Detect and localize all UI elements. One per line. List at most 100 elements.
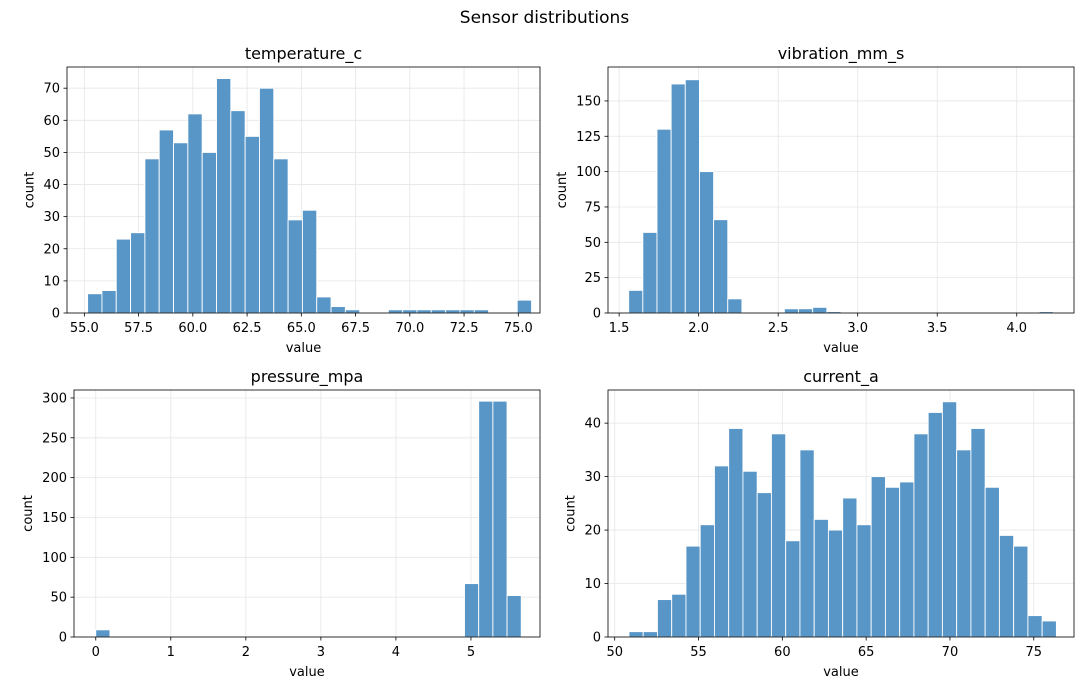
histogram-bar xyxy=(728,428,744,638)
histogram-bar xyxy=(642,231,658,314)
axes-frame xyxy=(73,389,541,638)
histogram-bar xyxy=(95,629,111,638)
y-tick-label: 10 xyxy=(43,274,60,289)
x-tick-label: 3 xyxy=(317,645,325,660)
y-tick-label: 200 xyxy=(42,471,67,486)
y-tick-label: 250 xyxy=(42,431,67,446)
x-tick-label: 60.0 xyxy=(178,321,207,336)
histogram-bar xyxy=(685,545,701,638)
histogram-bar xyxy=(158,129,174,314)
histogram-bar xyxy=(287,219,303,314)
histogram-bar xyxy=(244,135,260,314)
histogram-bar xyxy=(884,486,901,638)
histogram-bar xyxy=(101,290,117,314)
x-tick-label: 1.5 xyxy=(609,321,630,336)
histogram-bar xyxy=(416,309,432,314)
histogram-bars xyxy=(628,401,1057,638)
x-tick-label: 2.5 xyxy=(768,321,789,336)
histogram-bar xyxy=(813,518,829,638)
y-tick-label: 300 xyxy=(42,391,67,406)
x-tick-label: 62.5 xyxy=(233,321,262,336)
histogram-temperature: 55.0 57.5 60.0 62.5 65.0 67.5 70.0 72.5 75.0 0 10 2… xyxy=(22,44,541,356)
x-axis-label: value xyxy=(823,341,859,356)
y-axis-label: count xyxy=(563,495,578,532)
x-tick-label: 4 xyxy=(392,645,400,660)
histogram-bars xyxy=(87,78,532,314)
histogram-bar xyxy=(984,486,1000,638)
histogram-bar xyxy=(812,306,828,314)
histogram-bar xyxy=(459,309,475,314)
histogram-bar xyxy=(516,299,532,314)
histogram-bar xyxy=(899,481,915,638)
histogram-bar xyxy=(913,433,929,638)
x-tick-label: 55.0 xyxy=(70,321,99,336)
histogram-bar xyxy=(785,540,801,638)
x-tick-label: 5 xyxy=(467,645,475,660)
y-tick-label: 60 xyxy=(43,114,60,129)
y-tick-label: 50 xyxy=(584,236,601,251)
axes-frame xyxy=(607,389,1075,638)
axes-frame xyxy=(66,66,541,314)
y-tick-label: 0 xyxy=(593,307,601,322)
y-tick-label: 0 xyxy=(59,631,67,646)
histogram-bar xyxy=(742,470,758,638)
histogram-bar xyxy=(402,309,418,314)
histogram-bar xyxy=(856,524,872,638)
histogram-bar xyxy=(144,158,160,314)
panel-title: vibration_mm_s xyxy=(778,44,905,64)
histogram-bar xyxy=(798,308,814,314)
y-tick-label: 70 xyxy=(43,82,60,97)
y-tick-label: 40 xyxy=(43,178,60,193)
histogram-bar xyxy=(344,309,361,314)
histogram-bar xyxy=(699,171,715,314)
histogram-bar xyxy=(727,298,743,314)
histogram-vibration: 1.5 2.0 2.5 3.0 3.5 4.0 0 25 50 75 100 125 150 vibrat… xyxy=(555,44,1075,356)
histogram-bar xyxy=(670,83,686,314)
panel-title: current_a xyxy=(803,367,879,387)
histogram-bar xyxy=(316,296,332,314)
x-tick-label: 70.0 xyxy=(395,321,424,336)
histogram-bar xyxy=(230,110,246,314)
histogram-bar xyxy=(770,433,787,638)
histogram-bar xyxy=(187,113,203,314)
histogram-bar xyxy=(656,128,672,314)
histogram-bar xyxy=(115,238,132,314)
y-tick-label: 150 xyxy=(576,94,601,109)
histogram-bar xyxy=(464,583,480,638)
histogram-bar xyxy=(998,534,1015,638)
grid-lines xyxy=(74,390,540,638)
histogram-bar xyxy=(927,412,943,638)
histogram-bar xyxy=(783,308,799,314)
histogram-bar xyxy=(956,449,972,638)
x-axis-label: value xyxy=(823,665,859,680)
x-tick-label: 72.5 xyxy=(450,321,479,336)
y-tick-label: 100 xyxy=(42,551,67,566)
histogram-bar xyxy=(684,79,700,314)
histogram-bar xyxy=(273,158,289,314)
histogram-bar xyxy=(259,87,275,314)
y-tick-label: 20 xyxy=(43,242,60,257)
histogram-bar xyxy=(1013,545,1029,638)
y-tick-label: 30 xyxy=(584,470,601,485)
histogram-bar xyxy=(1027,615,1043,638)
y-tick-label: 75 xyxy=(584,200,601,215)
histogram-bar xyxy=(478,400,494,638)
y-tick-label: 50 xyxy=(50,591,67,606)
histogram-bar xyxy=(387,309,404,314)
histogram-bar xyxy=(445,309,461,314)
histogram-bar xyxy=(330,306,346,314)
histogram-pressure: 0 1 2 3 4 5050100150200250300pressure_mpavalu… xyxy=(21,367,541,680)
histogram-bar xyxy=(713,465,730,638)
y-tick-label: 125 xyxy=(576,130,601,145)
x-tick-label: 0 xyxy=(92,645,100,660)
x-tick-label: 65.0 xyxy=(287,321,316,336)
histogram-bar xyxy=(130,232,146,314)
histogram-bar xyxy=(430,309,447,314)
x-tick-label: 75 xyxy=(1025,645,1042,660)
histogram-bar xyxy=(799,449,815,638)
y-axis-label: count xyxy=(21,495,36,532)
x-tick-label: 57.5 xyxy=(124,321,153,336)
y-tick-label: 100 xyxy=(576,165,601,180)
histogram-bar xyxy=(756,492,772,638)
